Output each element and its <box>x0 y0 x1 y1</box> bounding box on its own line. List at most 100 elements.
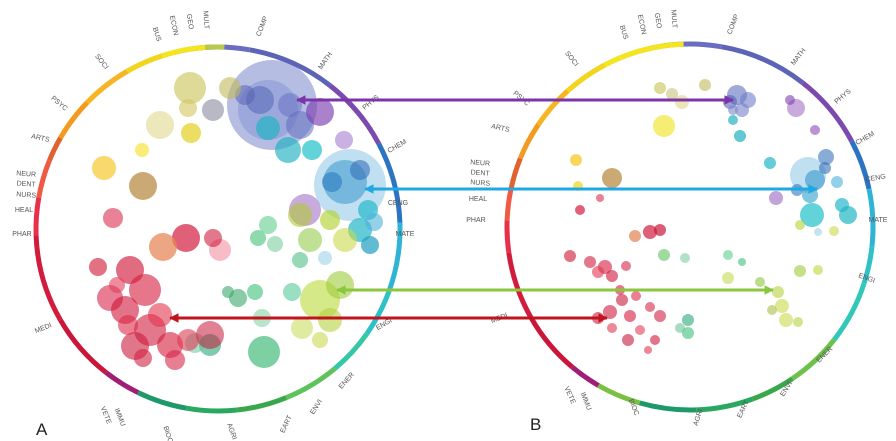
rim-label-a-bioc: BIOC <box>161 425 173 441</box>
rim-label-b-vete: VETE <box>562 386 576 406</box>
rim-segment-b-16 <box>529 317 575 370</box>
bubble-b-4 <box>728 105 738 115</box>
bubble-a-66 <box>134 349 152 367</box>
rim-segment-a-14 <box>104 370 140 395</box>
rim-label-a-phar: PHAR <box>12 231 31 238</box>
bubble-b-70 <box>650 335 660 345</box>
bubble-a-13 <box>181 123 201 143</box>
label-layer: SOCI BUS ECON GEO MULT COMP MATH PHYS CHEM PSYC AR… <box>12 9 888 441</box>
rim-label-b-heal: HEAL <box>469 196 487 203</box>
bubble-b-51 <box>629 230 641 242</box>
bubble-b-66 <box>635 325 645 335</box>
rim-label-a-bus: BUS <box>151 27 162 43</box>
bubble-b-49 <box>575 205 585 215</box>
bubble-b-40 <box>775 299 789 313</box>
bubble-a-20 <box>322 172 342 192</box>
bubble-a-67 <box>109 277 125 293</box>
rim-segment-a-20 <box>58 100 89 140</box>
bubble-b-14 <box>602 168 622 188</box>
bubble-b-11 <box>699 79 711 91</box>
rim-label-a-ceng: CENG <box>388 200 408 207</box>
bubble-a-39 <box>291 317 313 339</box>
rim-label-b-mult: MULT <box>669 9 677 29</box>
bubble-a-24 <box>365 213 383 231</box>
rim-segment-a-10 <box>285 366 337 401</box>
rim-label-b-geo: GEO <box>653 13 662 30</box>
rim-segment-a-6 <box>376 142 403 223</box>
rim-label-a-nurs: NURS <box>16 191 37 199</box>
rim-segment-b-18 <box>504 220 512 253</box>
bubble-a-51 <box>103 208 123 228</box>
rim-label-a-comp: COMP <box>255 15 269 37</box>
bubble-a-4 <box>286 111 314 139</box>
bubble-b-29 <box>769 191 783 205</box>
rim-segment-b-4 <box>721 44 805 85</box>
rim-segment-a-22 <box>125 53 163 74</box>
rim-label-a-neur: NEUR <box>16 170 36 178</box>
rim-label-a-ener: ENER <box>338 371 356 390</box>
bubble-b-43 <box>793 317 803 327</box>
bubble-b-42 <box>779 313 793 327</box>
bubble-a-68 <box>196 321 224 349</box>
bubble-b-44 <box>682 314 694 326</box>
rim-segment-a-23 <box>161 44 206 59</box>
bubble-a-10 <box>179 99 197 117</box>
bubble-a-49 <box>92 156 116 180</box>
rim-label-b-nurs: NURS <box>470 179 491 187</box>
rim-label-a-psyc: PSYC <box>49 95 68 113</box>
bubble-a-33 <box>267 236 283 252</box>
bubble-b-57 <box>606 270 618 282</box>
rim-segment-a-16 <box>33 235 63 322</box>
bubble-b-67 <box>622 334 634 346</box>
bubble-b-10 <box>675 95 689 109</box>
rim-segment-a-21 <box>85 69 129 105</box>
bubble-a-3 <box>278 93 302 117</box>
rim-label-a-geo: GEO <box>185 14 194 31</box>
rim-label-a-mate: MATE <box>396 231 415 238</box>
rim-segment-a-17 <box>33 196 42 236</box>
rim-label-b-math: MATH <box>790 47 807 67</box>
arrow-layer <box>169 95 818 323</box>
rim-label-b-comp: COMP <box>726 13 740 35</box>
bubble-a-38 <box>318 308 342 332</box>
rim-label-b-mate: MATE <box>869 217 888 224</box>
rim-segment-b-19 <box>504 188 514 221</box>
rim-segment-b-12 <box>696 396 754 413</box>
rim-label-a-econ: ECON <box>168 15 179 36</box>
bubble-b-65 <box>654 310 666 322</box>
bubble-a-52 <box>172 224 200 252</box>
bubble-b-3 <box>735 103 749 117</box>
bubble-a-37 <box>326 271 354 299</box>
rim-segment-a-12 <box>185 405 238 414</box>
rim-label-a-mult: MULT <box>201 10 209 30</box>
bubble-b-38 <box>755 277 765 287</box>
rim-label-b-phys: PHYS <box>833 88 852 106</box>
rim-label-b-neur: NEUR <box>470 159 490 167</box>
rim-label-b-econ: ECON <box>636 14 647 35</box>
bubble-b-39 <box>772 286 784 298</box>
bubble-b-34 <box>738 258 746 266</box>
rim-label-a-heal: HEAL <box>15 207 33 214</box>
rim-segment-a-18 <box>36 159 52 198</box>
bubble-b-71 <box>644 346 652 354</box>
bubble-a-14 <box>135 143 149 157</box>
bubble-a-28 <box>320 210 340 230</box>
rim-label-b-ceng: CENG <box>865 173 886 183</box>
bubble-b-22 <box>819 162 831 174</box>
rim-label-a-envi: ENVI <box>309 398 324 416</box>
bubble-a-17 <box>302 140 322 160</box>
rim-label-b-bus: BUS <box>618 25 629 41</box>
bubble-a-32 <box>250 230 266 246</box>
bubble-b-35 <box>794 265 806 277</box>
rim-segment-a-9 <box>333 331 370 371</box>
rim-segment-a-5 <box>328 83 381 145</box>
rim-label-a-vete: VETE <box>99 406 112 426</box>
rim-segment-a-19 <box>46 136 63 162</box>
rim-label-a-arts: ARTS <box>31 133 51 144</box>
bubble-b-13 <box>570 154 582 166</box>
rim-label-a-eart: EART <box>279 414 294 434</box>
bubble-a-30 <box>298 228 322 252</box>
bubble-a-31 <box>259 216 277 234</box>
rim-label-b-arts: ARTS <box>491 123 511 134</box>
bubble-b-63 <box>631 291 641 301</box>
